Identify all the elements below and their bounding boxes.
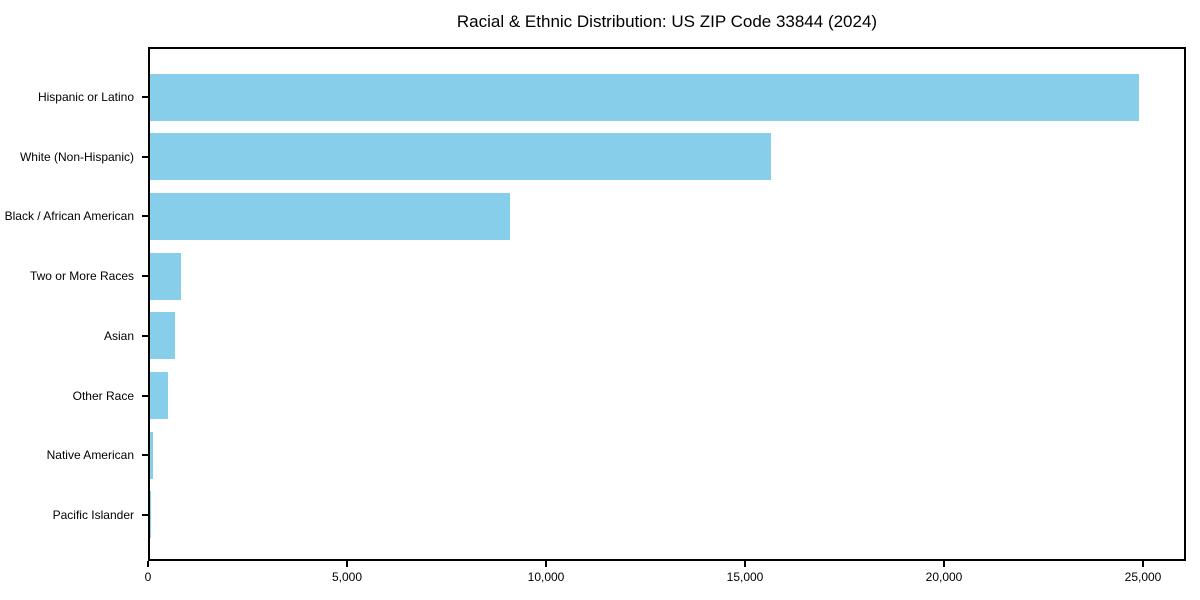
- x-axis-tick: [744, 561, 746, 567]
- y-axis-tick-label: White (Non-Hispanic): [19, 149, 134, 164]
- y-axis-tick: [142, 96, 148, 98]
- x-axis-tick-label: 0: [144, 570, 152, 584]
- bar: [150, 431, 153, 479]
- bar: [150, 73, 1139, 121]
- y-axis-tick: [142, 275, 148, 278]
- x-axis-tick-label: 25,000: [1124, 570, 1162, 584]
- bar: [150, 372, 168, 419]
- y-axis-tick: [142, 334, 148, 337]
- y-axis-tick-label: Other Race: [72, 388, 134, 403]
- y-axis-tick-label: Pacific Islander: [52, 507, 134, 522]
- y-axis-tick: [142, 155, 148, 158]
- y-axis-tick: [142, 394, 148, 397]
- x-axis-tick-label: 5,000: [331, 570, 363, 584]
- plot-area: [148, 47, 1186, 561]
- x-axis-tick: [147, 561, 149, 567]
- chart-title: Racial & Ethnic Distribution: US ZIP Cod…: [456, 12, 878, 31]
- x-axis-tick: [1142, 561, 1144, 567]
- bar: [150, 312, 175, 360]
- y-axis-tick-label: Native American: [46, 448, 134, 463]
- y-axis-tick: [142, 215, 148, 218]
- bar: [150, 491, 151, 539]
- x-axis-tick-label: 15,000: [726, 570, 764, 584]
- x-axis-tick: [346, 561, 348, 567]
- y-axis-tick: [142, 513, 148, 516]
- x-axis-tick: [545, 561, 547, 567]
- y-axis-tick-label: Black / African American: [4, 209, 134, 224]
- y-axis-tick-label: Asian: [103, 328, 134, 343]
- x-axis-tick-label: 10,000: [527, 570, 565, 584]
- bar: [150, 192, 510, 240]
- bar: [150, 252, 181, 300]
- y-axis-tick-label: Two or More Races: [29, 269, 134, 284]
- x-axis-tick: [943, 561, 945, 567]
- x-axis-tick-label: 20,000: [925, 570, 963, 584]
- y-axis-tick-label: Hispanic or Latino: [37, 90, 134, 104]
- bar: [150, 133, 771, 181]
- y-axis-tick: [142, 454, 148, 457]
